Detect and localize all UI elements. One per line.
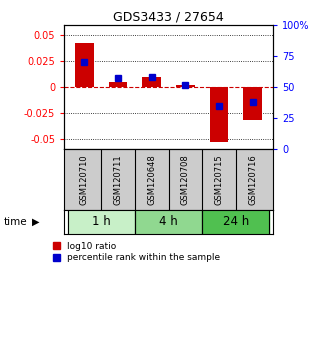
Bar <box>143 77 161 87</box>
Text: GSM120715: GSM120715 <box>214 155 223 205</box>
Bar <box>109 82 127 87</box>
Text: 1 h: 1 h <box>92 215 111 228</box>
Text: 24 h: 24 h <box>223 215 249 228</box>
Text: 4 h: 4 h <box>159 215 178 228</box>
Text: GSM120708: GSM120708 <box>181 154 190 205</box>
Bar <box>202 210 270 234</box>
Text: time: time <box>3 217 27 227</box>
Text: GSM120711: GSM120711 <box>114 155 123 205</box>
Text: ▶: ▶ <box>32 217 39 227</box>
Bar <box>210 87 228 142</box>
Bar <box>75 44 94 87</box>
Legend: log10 ratio, percentile rank within the sample: log10 ratio, percentile rank within the … <box>53 242 220 262</box>
Bar <box>176 85 195 87</box>
Bar <box>243 87 262 120</box>
Bar <box>67 210 135 234</box>
Title: GDS3433 / 27654: GDS3433 / 27654 <box>113 11 224 24</box>
Text: GSM120648: GSM120648 <box>147 154 156 205</box>
Bar <box>135 210 202 234</box>
Text: GSM120710: GSM120710 <box>80 155 89 205</box>
Text: GSM120716: GSM120716 <box>248 154 257 205</box>
